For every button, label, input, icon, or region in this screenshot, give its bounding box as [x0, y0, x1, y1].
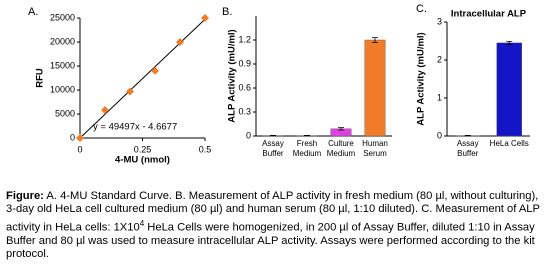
x-axis-label: 4-MU (nmol)	[115, 155, 170, 166]
y-tick-label: 0.9	[238, 58, 251, 68]
x-tick-label: Buffer	[457, 149, 479, 158]
y-tick-label: 5000	[55, 108, 75, 118]
y-tick-label: 2	[437, 54, 442, 64]
y-tick-label: 25000	[50, 12, 75, 22]
trendline	[79, 18, 206, 139]
caption-label: Figure:	[6, 190, 44, 202]
x-tick-label: Medium	[327, 149, 356, 158]
bar	[364, 39, 386, 137]
x-tick-label: Assay	[457, 139, 479, 148]
y-axis-label: RFU	[35, 68, 46, 88]
error-bar	[372, 37, 378, 43]
y-axis-label: ALP Activity (mU/ml)	[227, 29, 238, 122]
bar	[496, 42, 522, 137]
y-tick-label: 15000	[50, 60, 75, 70]
x-tick-label: Serum	[363, 149, 387, 158]
x-tick-label: Fresh	[297, 139, 317, 148]
x-tick-label: 0.25	[134, 144, 152, 154]
point	[201, 14, 209, 22]
y-tick-label: 0.6	[238, 82, 251, 92]
point	[176, 38, 184, 46]
error-bar	[506, 40, 513, 45]
y-axis-label: ALP Activity (mU/ml)	[416, 32, 427, 125]
y-tick-label: 0.3	[238, 106, 251, 116]
figure: A. RFU 0 5000 10000 15000 20000 25000 0 0.25 0.5 4-…	[28, 3, 530, 166]
x-tick-label: Culture	[328, 139, 354, 148]
y-tick-label: 3	[437, 16, 442, 26]
caption-text: HeLa Cells were homogenized, in 200 µl o…	[6, 221, 535, 261]
y-tick-label: 0	[246, 130, 251, 140]
x-tick-label: 0.5	[199, 144, 212, 154]
point	[151, 66, 159, 75]
y-tick-label: 10000	[50, 84, 75, 94]
y-tick-label: 1	[437, 92, 442, 102]
caption: Figure: A. 4-MU Standard Curve. B. Measu…	[6, 190, 550, 262]
caption-sup: 4	[139, 218, 145, 228]
caption-text: A. 4-MU Standard Curve. B. Measurement o…	[6, 190, 540, 234]
y-tick-label: 0	[437, 130, 442, 140]
point	[126, 87, 134, 96]
x-tick-label: Buffer	[262, 149, 284, 158]
panel-label: A.	[28, 6, 38, 18]
point	[76, 134, 84, 142]
x-tick-label: Medium	[293, 149, 322, 158]
y-tick-label: 0	[70, 132, 75, 142]
chart-title: Intracellular ALP	[451, 9, 527, 20]
panel-label: C.	[416, 3, 427, 15]
x-tick-label: Human	[362, 139, 388, 148]
panel-label: B.	[222, 6, 232, 18]
x-tick-label: 0	[77, 144, 82, 154]
x-tick-label: HeLa Cells	[490, 139, 529, 148]
y-tick-label: 20000	[50, 36, 75, 46]
point	[101, 106, 109, 115]
trendline-label: y = 49497x - 4.6677	[93, 122, 177, 133]
y-tick-label: 1.2	[238, 34, 251, 44]
x-tick-label: Assay	[262, 139, 284, 148]
error-bar	[338, 127, 344, 131]
